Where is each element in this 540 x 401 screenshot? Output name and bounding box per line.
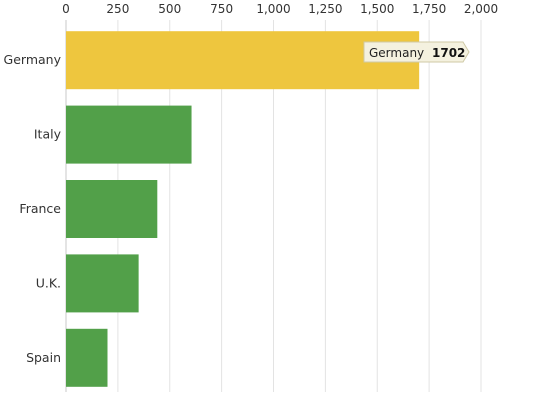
bar-u-k[interactable] <box>66 254 139 313</box>
tooltip-box <box>363 41 470 63</box>
tooltip-value: 1702 <box>432 46 465 60</box>
x-tick-label: 0 <box>62 2 70 16</box>
bar-spain[interactable] <box>66 328 108 387</box>
tooltip: Germany 1702 <box>363 41 470 63</box>
x-tick-label: 1,500 <box>360 2 394 16</box>
category-label: France <box>19 201 61 216</box>
x-tick-label: 750 <box>210 2 233 16</box>
tooltip-category: Germany <box>369 46 424 60</box>
x-tick-label: 1,000 <box>256 2 290 16</box>
x-tick-label: 250 <box>106 2 129 16</box>
x-tick-label: 1,250 <box>308 2 342 16</box>
x-tick-label: 2,000 <box>464 2 498 16</box>
category-label: Italy <box>34 127 62 142</box>
category-labels: Germany Italy France U.K. Spain <box>4 52 62 365</box>
bars <box>66 31 420 387</box>
category-label: Germany <box>4 52 62 67</box>
x-tick-label: 500 <box>158 2 181 16</box>
category-label: U.K. <box>36 275 61 290</box>
bar-france[interactable] <box>66 180 158 238</box>
x-tick-label: 1,750 <box>412 2 446 16</box>
bar-germany[interactable] <box>66 31 420 90</box>
x-axis-ticks: 0 250 500 750 1,000 1,250 1,500 1,750 2,000 <box>62 2 498 16</box>
bar-italy[interactable] <box>66 105 192 164</box>
category-label: Spain <box>26 350 61 365</box>
